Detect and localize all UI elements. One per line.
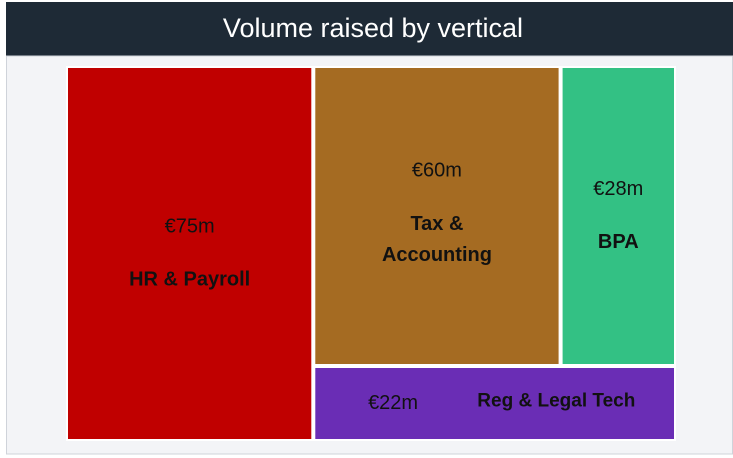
treemap-cell [315, 68, 559, 364]
treemap-cell [68, 68, 312, 439]
value-label: €28m [593, 178, 643, 200]
title-bar [6, 2, 733, 56]
chart-title: Volume raised by vertical [223, 13, 523, 43]
cell-label: BPA [598, 231, 639, 253]
cell-label: Reg & Legal Tech [477, 391, 635, 412]
treemap-cell [562, 68, 674, 364]
value-label: €60m [412, 159, 462, 181]
cell-label: Tax & Accounting [382, 213, 492, 266]
value-label: €75m [165, 215, 215, 237]
value-label: €22m [368, 392, 418, 414]
cell-label: HR & Payroll [129, 268, 250, 290]
treemap-cell [315, 368, 674, 439]
